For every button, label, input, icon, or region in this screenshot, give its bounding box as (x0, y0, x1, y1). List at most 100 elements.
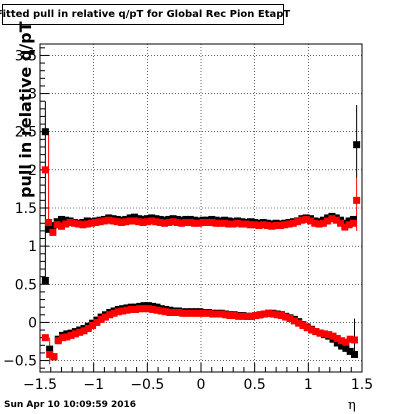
data-point (127, 305, 135, 313)
x-tick-label: 0 (197, 377, 206, 393)
data-point (179, 309, 187, 317)
data-point (222, 311, 230, 319)
x-tick-label: 0.5 (244, 377, 266, 393)
y-tick-label: 0.5 (15, 277, 37, 293)
chart-title: Fitted pull in relative q/pT for Global … (0, 4, 290, 25)
data-point (195, 219, 203, 227)
data-point (238, 220, 246, 228)
data-point (135, 218, 143, 226)
data-point (269, 310, 277, 318)
data-point (50, 353, 58, 361)
data-point (272, 222, 280, 230)
data-point (205, 309, 213, 317)
data-point (259, 221, 267, 229)
data-point (157, 307, 165, 315)
data-point (174, 309, 182, 317)
data-point (338, 342, 346, 350)
data-point (290, 317, 298, 325)
data-point (295, 319, 303, 327)
data-point (342, 338, 350, 346)
data-point (118, 218, 126, 226)
data-point (45, 225, 53, 233)
data-point (328, 215, 336, 223)
y-tick-label: 1 (28, 239, 37, 255)
data-point (156, 218, 164, 226)
data-point (289, 219, 297, 227)
data-point (242, 220, 250, 228)
data-point (130, 213, 138, 221)
y-tick-label: 1.5 (15, 201, 37, 217)
data-point (252, 312, 260, 320)
data-point (136, 305, 144, 313)
data-point (143, 218, 151, 226)
data-point (196, 309, 204, 317)
data-point (209, 310, 217, 318)
data-point (70, 219, 78, 227)
x-axis-label: η (348, 398, 356, 413)
data-point (264, 222, 272, 230)
data-point (345, 217, 353, 225)
data-point (148, 217, 156, 225)
data-point (233, 219, 241, 227)
y-tick-label: 2 (28, 163, 37, 179)
data-point (119, 307, 127, 315)
data-point (333, 339, 341, 347)
data-point (41, 276, 49, 284)
data-point (308, 326, 316, 334)
data-point (306, 217, 314, 225)
data-point (332, 216, 340, 224)
data-point (230, 312, 238, 320)
data-point (320, 330, 328, 338)
data-point (229, 220, 237, 228)
data-point (92, 218, 100, 226)
data-point (246, 221, 254, 229)
data-point (285, 220, 293, 228)
data-point (76, 328, 84, 336)
data-point (178, 219, 186, 227)
data-point (346, 347, 354, 355)
data-point (126, 217, 134, 225)
data-point (80, 327, 88, 335)
data-point (337, 219, 345, 227)
data-point (298, 216, 306, 224)
data-point (278, 312, 285, 320)
data-point (93, 318, 101, 326)
data-point (101, 313, 109, 321)
data-point (186, 218, 194, 226)
data-point (62, 216, 70, 224)
data-point (166, 309, 174, 317)
data-point (122, 218, 130, 226)
data-point (200, 309, 208, 317)
data-point (255, 222, 263, 230)
data-point (239, 312, 247, 320)
data-point (46, 345, 54, 353)
data-point (152, 218, 160, 226)
data-point (203, 218, 211, 226)
data-point (256, 311, 264, 319)
data-point (216, 219, 224, 227)
data-point (282, 313, 290, 321)
data-point (173, 218, 181, 226)
x-tick-label: 1.5 (351, 377, 373, 393)
data-point (165, 218, 173, 226)
data-point (276, 222, 284, 230)
data-point (349, 219, 357, 227)
data-point (46, 350, 54, 358)
data-point (59, 334, 67, 342)
data-point (349, 215, 357, 223)
data-point (235, 312, 243, 320)
data-point (89, 321, 97, 329)
data-point (149, 305, 157, 313)
data-point (319, 219, 327, 227)
data-point (139, 218, 147, 226)
x-tick-label: −1 (83, 377, 104, 393)
data-point (106, 311, 114, 319)
data-point (49, 222, 57, 230)
data-point (265, 309, 273, 317)
y-tick-label: 3.5 (15, 48, 37, 64)
data-point (268, 222, 276, 230)
data-point (260, 310, 268, 318)
data-point (123, 306, 131, 314)
data-point (247, 312, 255, 320)
